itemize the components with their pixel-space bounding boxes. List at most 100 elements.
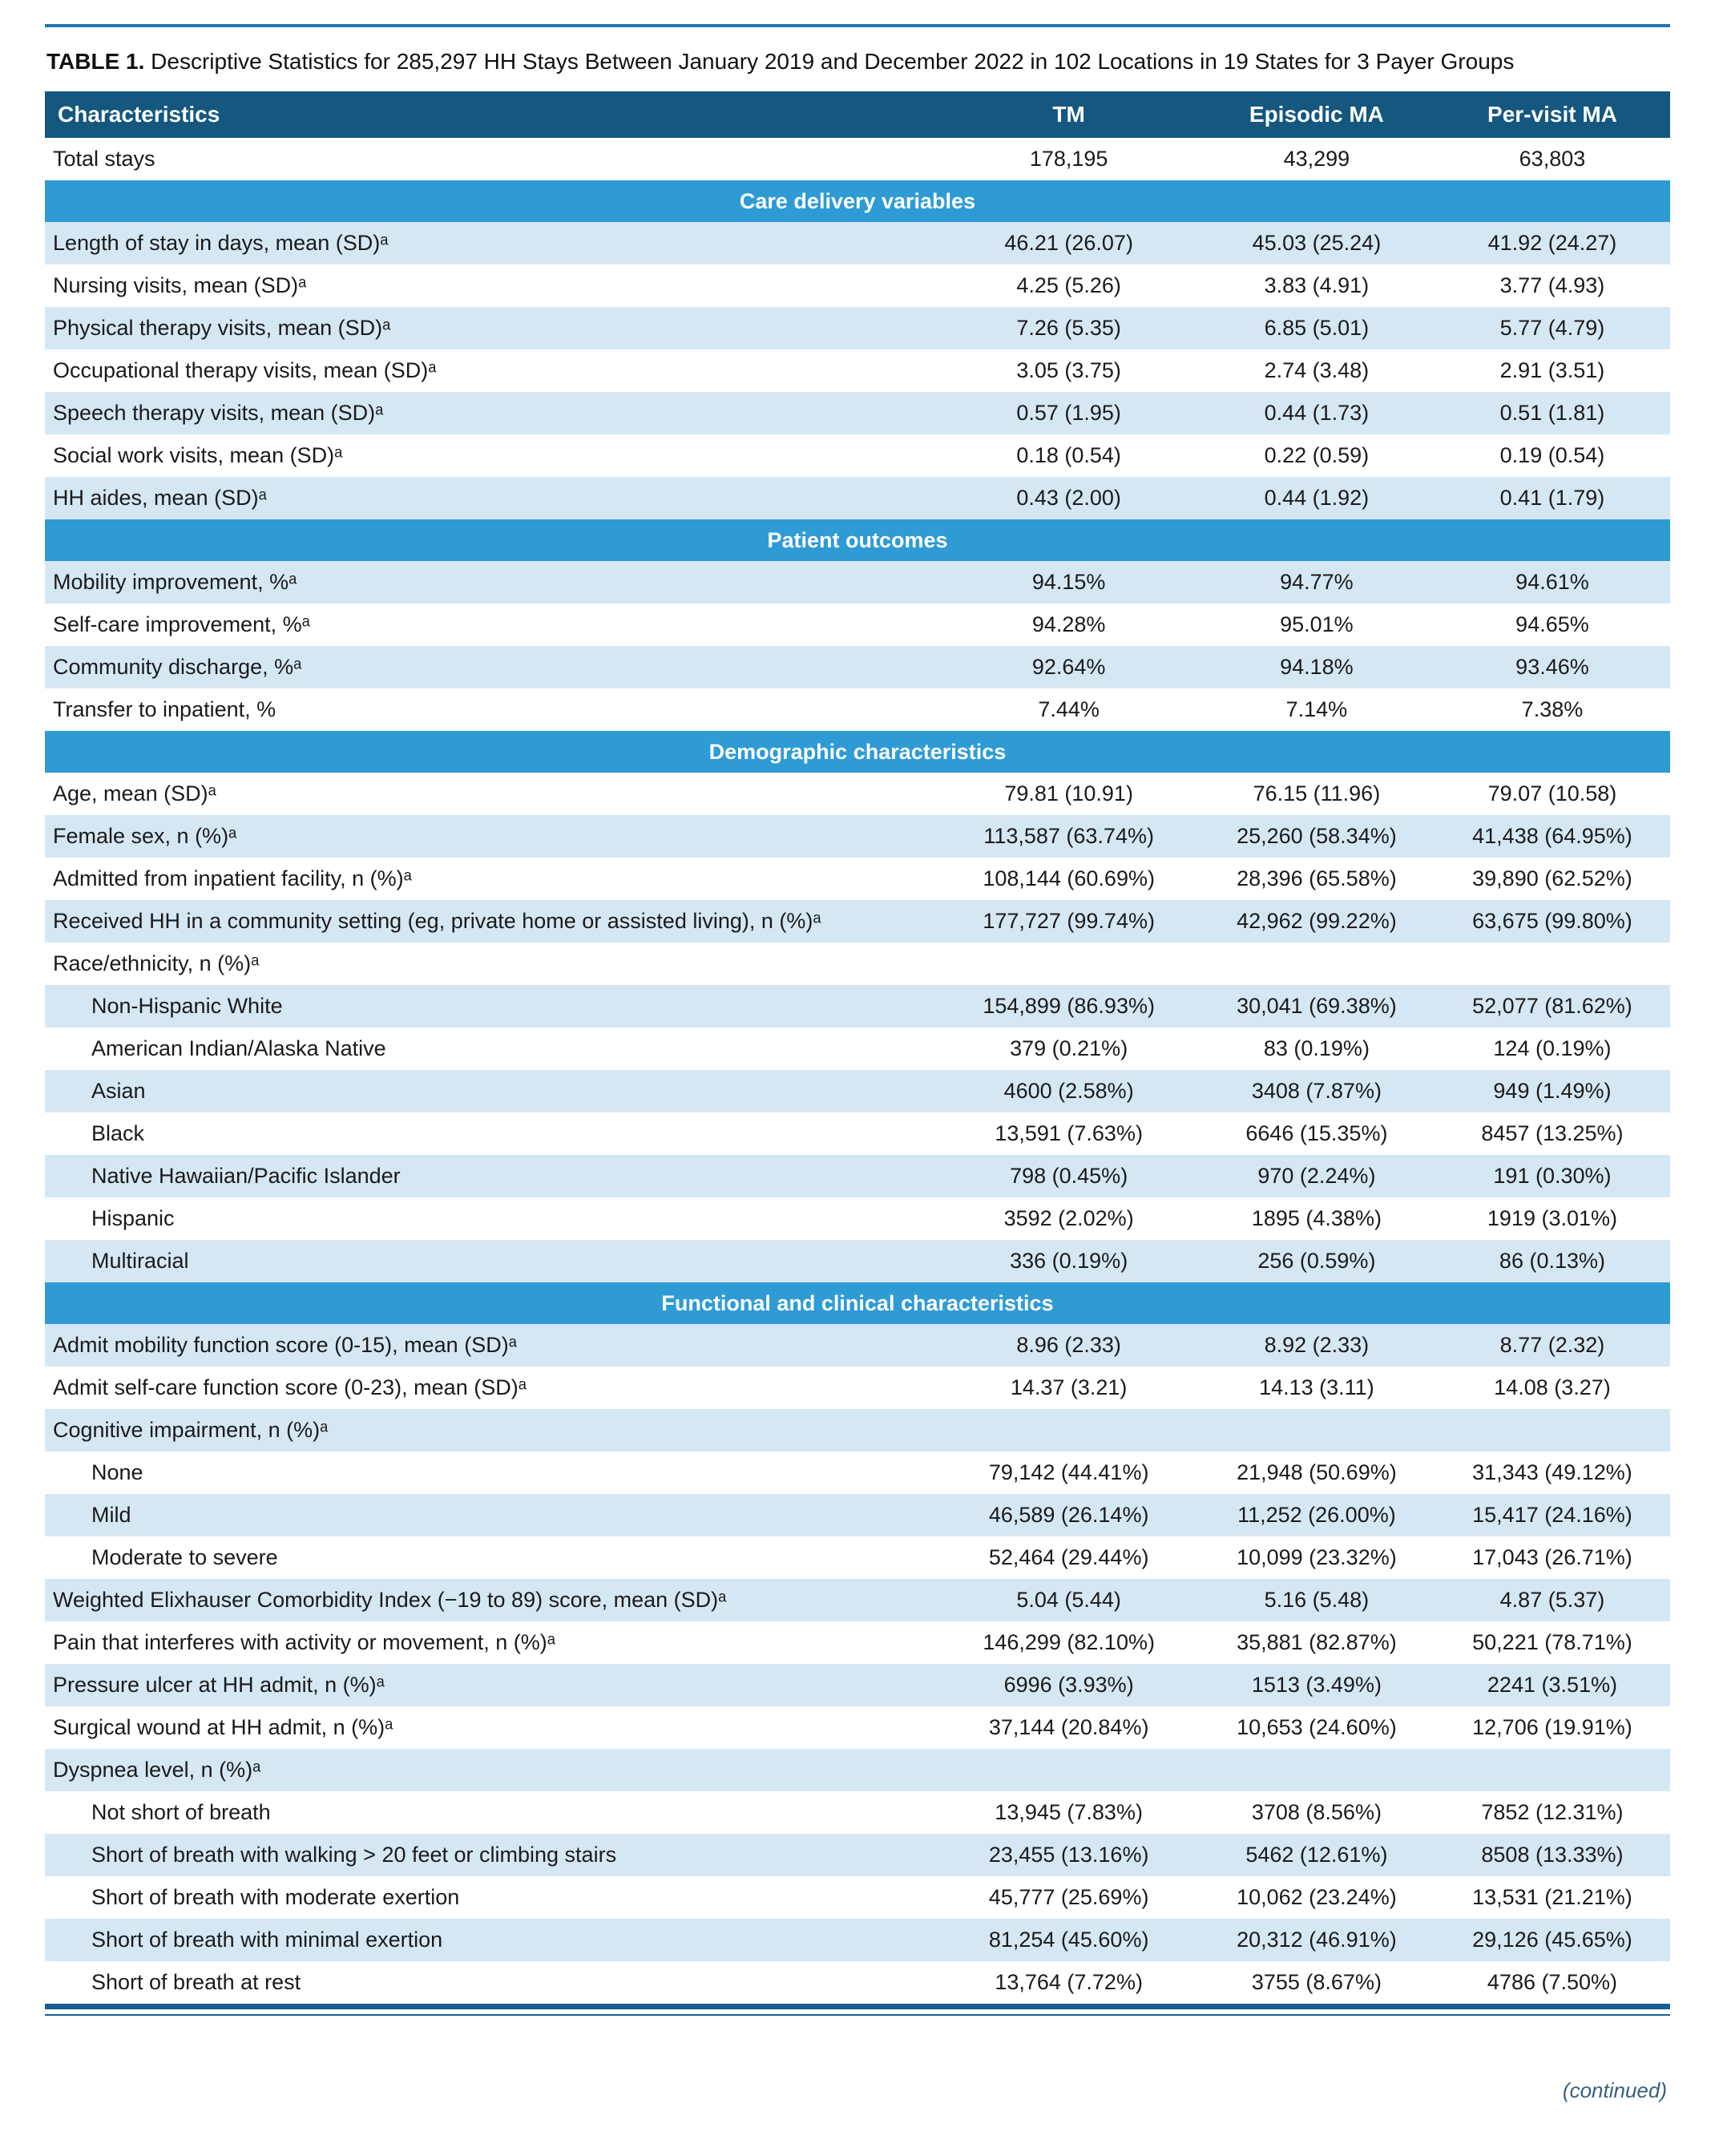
row-value: 177,727 (99.74%)	[938, 900, 1199, 943]
row-value: 13,591 (7.63%)	[938, 1112, 1199, 1155]
row-value: 0.57 (1.95)	[938, 392, 1199, 434]
section-header-label: Functional and clinical characteristics	[45, 1282, 1670, 1324]
row-value: 113,587 (63.74%)	[938, 815, 1199, 858]
row-value: 13,531 (21.21%)	[1434, 1876, 1670, 1919]
table-row: Transfer to inpatient, % 7.44% 7.14% 7.38%	[45, 688, 1670, 731]
row-value	[938, 943, 1199, 985]
row-value: 63,675 (99.80%)	[1434, 900, 1670, 943]
row-value: 20,312 (46.91%)	[1198, 1919, 1435, 1961]
row-label: Community discharge, %ᵃ	[45, 646, 939, 688]
row-value	[938, 1749, 1199, 1791]
row-value: 154,899 (86.93%)	[938, 985, 1199, 1028]
row-label: Multiracial	[45, 1240, 939, 1282]
row-label: Speech therapy visits, mean (SD)ᵃ	[45, 392, 939, 434]
row-value	[1198, 1749, 1435, 1791]
table-row: Length of stay in days, mean (SD)ᵃ 46.21 …	[45, 222, 1670, 264]
row-label: American Indian/Alaska Native	[45, 1028, 939, 1070]
row-value: 6646 (15.35%)	[1198, 1112, 1435, 1155]
row-value: 23,455 (13.16%)	[938, 1834, 1199, 1876]
row-value: 95.01%	[1198, 604, 1435, 646]
table-row: Female sex, n (%)ᵃ 113,587 (63.74%) 25,260…	[45, 815, 1670, 858]
row-value: 43,299	[1198, 138, 1435, 180]
row-value: 7.44%	[938, 688, 1199, 731]
row-label: Occupational therapy visits, mean (SD)ᵃ	[45, 349, 939, 392]
row-value: 93.46%	[1434, 646, 1670, 688]
row-value: 52,464 (29.44%)	[938, 1536, 1199, 1579]
row-value: 0.18 (0.54)	[938, 434, 1199, 477]
row-value: 92.64%	[938, 646, 1199, 688]
row-value: 3708 (8.56%)	[1198, 1791, 1435, 1834]
row-value: 7.14%	[1198, 688, 1435, 731]
table-row: Not short of breath 13,945 (7.83%) 3708 (8…	[45, 1791, 1670, 1834]
row-value: 798 (0.45%)	[938, 1155, 1199, 1197]
row-value: 94.77%	[1198, 561, 1435, 604]
table-row: Short of breath with minimal exertion 81,…	[45, 1919, 1670, 1961]
row-value: 12,706 (19.91%)	[1434, 1706, 1670, 1749]
row-label: Admit mobility function score (0-15), me…	[45, 1324, 939, 1367]
row-value: 45,777 (25.69%)	[938, 1876, 1199, 1919]
row-value: 83 (0.19%)	[1198, 1028, 1435, 1070]
row-label: Non-Hispanic White	[45, 985, 939, 1028]
row-value: 46.21 (26.07)	[938, 222, 1199, 264]
row-label: Age, mean (SD)ᵃ	[45, 773, 939, 815]
row-value	[1434, 1749, 1670, 1791]
row-label: Self-care improvement, %ᵃ	[45, 604, 939, 646]
row-value: 17,043 (26.71%)	[1434, 1536, 1670, 1579]
row-value: 379 (0.21%)	[938, 1028, 1199, 1070]
table-row: Occupational therapy visits, mean (SD)ᵃ 3…	[45, 349, 1670, 392]
row-value: 7852 (12.31%)	[1434, 1791, 1670, 1834]
table-row: Physical therapy visits, mean (SD)ᵃ 7.26 …	[45, 307, 1670, 349]
row-value: 41.92 (24.27)	[1434, 222, 1670, 264]
row-value: 5.16 (5.48)	[1198, 1579, 1435, 1621]
row-value	[938, 1409, 1199, 1451]
row-value: 6996 (3.93%)	[938, 1664, 1199, 1706]
row-value: 191 (0.30%)	[1434, 1155, 1670, 1197]
row-value: 25,260 (58.34%)	[1198, 815, 1435, 858]
row-value: 14.37 (3.21)	[938, 1367, 1199, 1409]
column-header-characteristics: Characteristics	[45, 91, 939, 138]
table-row: Admit mobility function score (0-15), me…	[45, 1324, 1670, 1367]
row-value: 10,099 (23.32%)	[1198, 1536, 1435, 1579]
table-row: Social work visits, mean (SD)ᵃ 0.18 (0.54…	[45, 434, 1670, 477]
row-value: 178,195	[938, 138, 1199, 180]
row-value: 8457 (13.25%)	[1434, 1112, 1670, 1155]
row-value: 94.15%	[938, 561, 1199, 604]
row-value: 3755 (8.67%)	[1198, 1961, 1435, 2004]
table-title-text: Descriptive Statistics for 285,297 HH St…	[144, 49, 1515, 74]
row-value: 3.83 (4.91)	[1198, 264, 1435, 307]
row-value: 5.77 (4.79)	[1434, 307, 1670, 349]
table-row: Community discharge, %ᵃ 92.64% 94.18% 93.46…	[45, 646, 1670, 688]
row-label: Asian	[45, 1070, 939, 1112]
row-label: Mild	[45, 1494, 939, 1536]
table-title-label: TABLE 1.	[46, 49, 145, 74]
row-value: 4.87 (5.37)	[1434, 1579, 1670, 1621]
section-header-row: Care delivery variables	[45, 180, 1670, 222]
row-value: 0.22 (0.59)	[1198, 434, 1435, 477]
row-label: Mobility improvement, %ᵃ	[45, 561, 939, 604]
row-value: 4600 (2.58%)	[938, 1070, 1199, 1112]
row-value: 21,948 (50.69%)	[1198, 1451, 1435, 1494]
column-header-episodic-ma: Episodic MA	[1198, 91, 1435, 138]
row-value	[1434, 943, 1670, 985]
row-label: Native Hawaiian/Pacific Islander	[45, 1155, 939, 1197]
table-header-row: Characteristics TM Episodic MA Per-visit…	[45, 91, 1670, 138]
row-label: Length of stay in days, mean (SD)ᵃ	[45, 222, 939, 264]
table-row: Hispanic 3592 (2.02%) 1895 (4.38%) 1919 (3.…	[45, 1197, 1670, 1240]
table-row: Pain that interferes with activity or mo…	[45, 1621, 1670, 1664]
row-value: 949 (1.49%)	[1434, 1070, 1670, 1112]
row-value: 94.61%	[1434, 561, 1670, 604]
top-rule	[45, 24, 1670, 27]
table-row: Mild 46,589 (26.14%) 11,252 (26.00%) 15,417…	[45, 1494, 1670, 1536]
row-value: 6.85 (5.01)	[1198, 307, 1435, 349]
row-value: 10,653 (24.60%)	[1198, 1706, 1435, 1749]
table-row: Weighted Elixhauser Comorbidity Index (−…	[45, 1579, 1670, 1621]
row-value: 79.07 (10.58)	[1434, 773, 1670, 815]
row-value: 30,041 (69.38%)	[1198, 985, 1435, 1028]
row-value: 970 (2.24%)	[1198, 1155, 1435, 1197]
row-value: 28,396 (65.58%)	[1198, 858, 1435, 900]
section-header-row: Demographic characteristics	[45, 731, 1670, 773]
row-label: Admit self-care function score (0-23), m…	[45, 1367, 939, 1409]
row-label: Race/ethnicity, n (%)ᵃ	[45, 943, 939, 985]
row-value: 0.43 (2.00)	[938, 477, 1199, 519]
row-label: Nursing visits, mean (SD)ᵃ	[45, 264, 939, 307]
